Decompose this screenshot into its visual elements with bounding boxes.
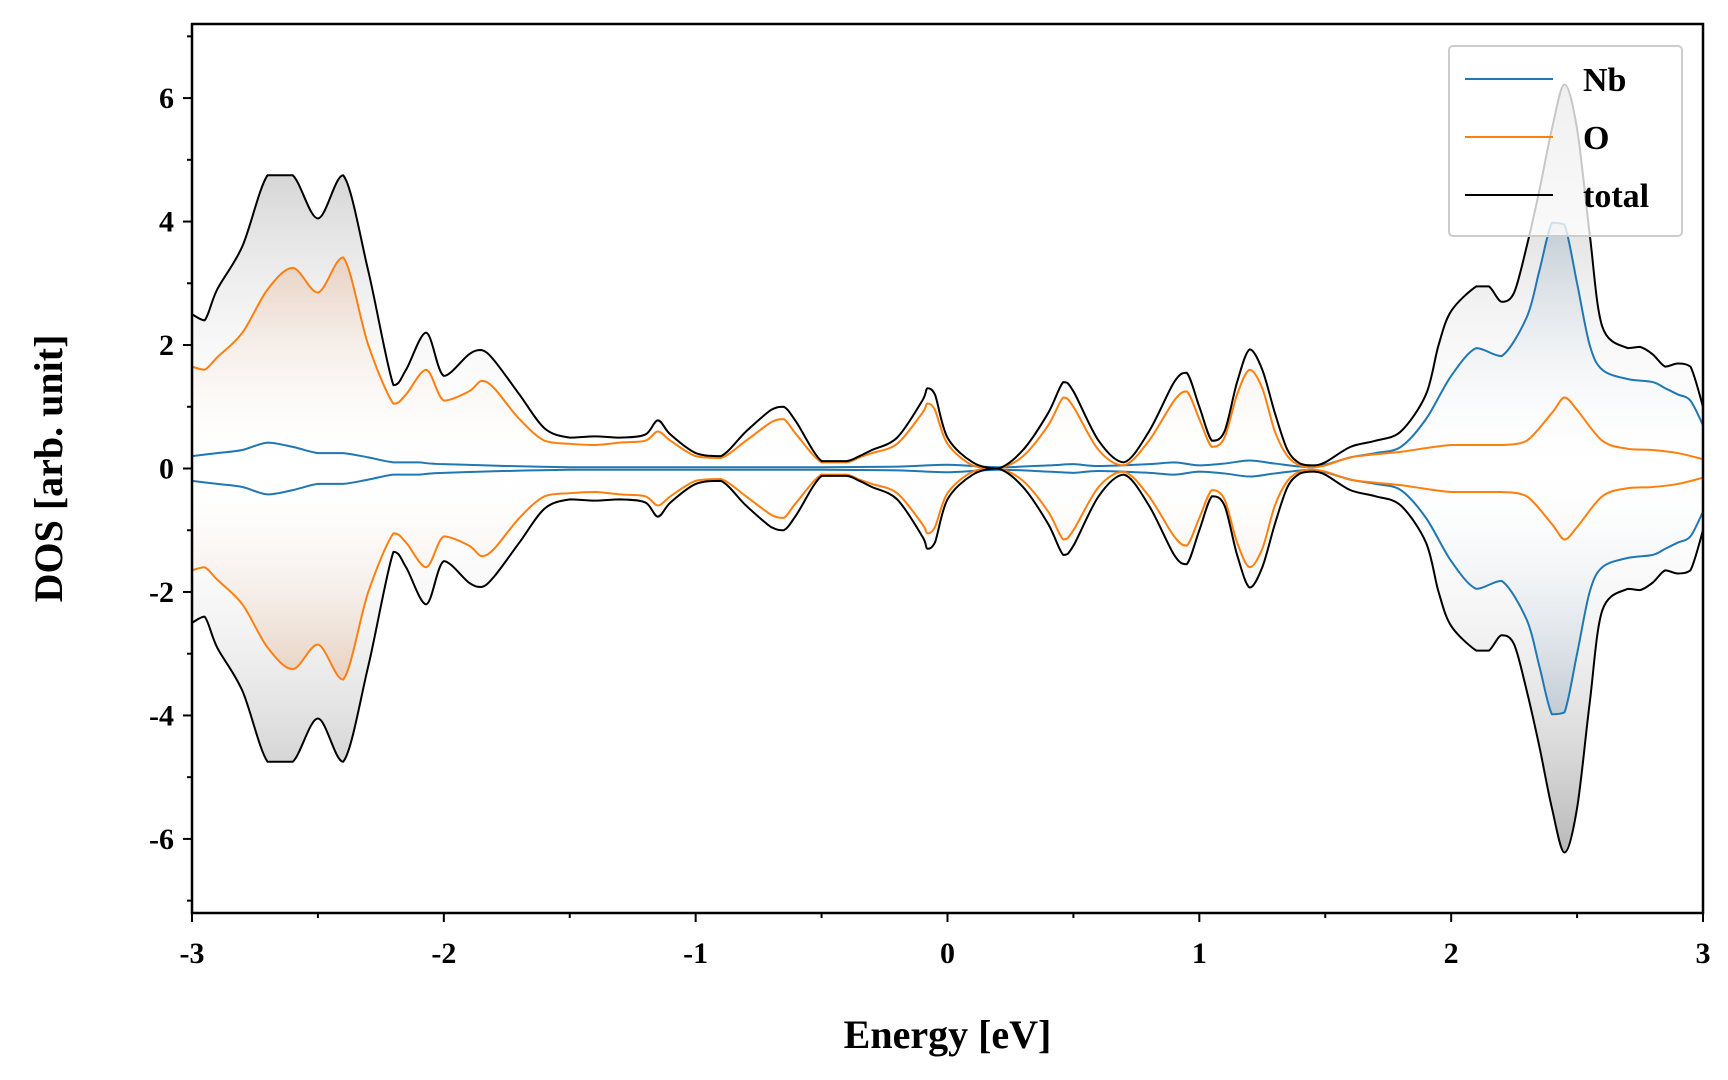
y-tick-label: 4 <box>159 206 174 239</box>
x-tick-label: -1 <box>683 937 708 970</box>
y-tick-label: 6 <box>159 82 174 115</box>
total-line-down <box>192 467 1703 854</box>
legend-label-nb: Nb <box>1583 62 1626 99</box>
nb-line-up <box>192 221 1703 469</box>
nb-line-down <box>192 468 1703 716</box>
x-tick-label: 0 <box>940 937 955 970</box>
y-tick-label: -6 <box>149 823 174 856</box>
o-line-up <box>192 256 1703 470</box>
x-tick-label: 3 <box>1696 937 1711 970</box>
x-axis-title: Energy [eV] <box>844 1012 1052 1057</box>
nb-fill-upper <box>192 222 1703 469</box>
x-tick-label: -2 <box>431 937 456 970</box>
nb-fill-lower <box>192 468 1703 715</box>
y-tick-label: 2 <box>159 329 174 362</box>
y-axis: -6 -4 -2 0 2 4 6 <box>149 35 192 902</box>
y-tick-label: -4 <box>149 699 174 732</box>
x-tick-label: -3 <box>180 937 205 970</box>
fills-layer <box>192 84 1703 853</box>
x-tick-label: 1 <box>1192 937 1207 970</box>
legend-label-total: total <box>1583 178 1649 215</box>
x-tick-label: 2 <box>1444 937 1459 970</box>
y-axis-title: DOS [arb. unit] <box>26 335 71 603</box>
y-tick-label: -2 <box>149 576 174 609</box>
legend-box <box>1448 45 1683 237</box>
y-tick-label: 0 <box>159 453 174 486</box>
x-axis: -3 -2 -1 0 1 2 3 <box>180 913 1711 970</box>
total-line-up <box>192 83 1703 470</box>
lines-layer <box>192 83 1703 854</box>
o-line-down <box>192 467 1703 681</box>
legend-label-o: O <box>1583 120 1609 157</box>
